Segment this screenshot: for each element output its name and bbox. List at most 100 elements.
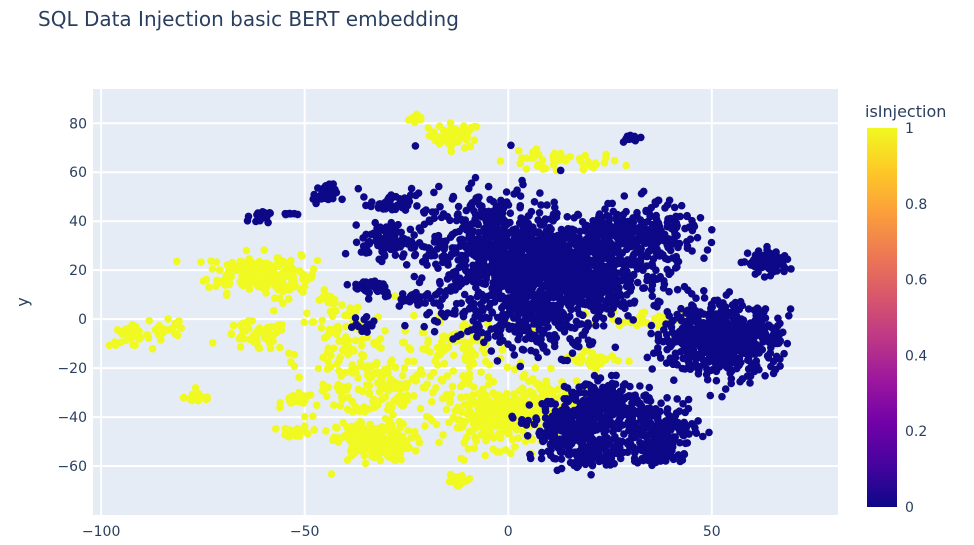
data-point	[520, 326, 528, 335]
data-point	[560, 283, 569, 292]
data-point	[398, 235, 406, 244]
data-point	[136, 333, 145, 342]
data-point	[499, 201, 508, 209]
data-point	[534, 294, 542, 303]
data-point	[556, 254, 564, 263]
data-point	[513, 399, 522, 408]
data-point	[531, 364, 540, 372]
data-point	[385, 229, 393, 238]
data-point	[616, 231, 625, 239]
data-point	[545, 384, 553, 393]
data-point	[514, 434, 522, 443]
data-point	[683, 211, 691, 220]
data-point	[487, 419, 496, 427]
data-point	[686, 322, 694, 330]
data-point	[348, 361, 357, 369]
data-point	[703, 246, 712, 254]
data-point	[491, 222, 500, 231]
data-point	[549, 272, 558, 280]
data-point	[509, 414, 517, 422]
data-point	[466, 142, 475, 151]
data-point	[179, 393, 188, 402]
data-point	[552, 313, 561, 322]
data-point	[430, 251, 439, 260]
data-point	[563, 322, 571, 331]
data-point	[592, 365, 600, 374]
data-point	[510, 365, 519, 374]
data-point	[394, 451, 402, 460]
data-point	[370, 453, 379, 462]
data-point	[358, 341, 366, 350]
data-point	[438, 253, 446, 261]
data-point	[496, 434, 505, 443]
data-point	[742, 323, 750, 332]
data-point	[550, 198, 558, 207]
data-point	[388, 356, 396, 365]
data-point	[355, 436, 363, 444]
data-point	[425, 308, 434, 317]
data-point	[467, 346, 475, 354]
data-point	[423, 261, 431, 269]
data-point	[641, 218, 650, 227]
data-point	[410, 311, 418, 320]
data-point	[541, 164, 550, 173]
data-point	[572, 423, 581, 432]
data-point	[164, 326, 172, 334]
data-point	[574, 275, 582, 284]
data-point	[296, 285, 305, 294]
data-point	[527, 346, 535, 355]
data-point	[570, 268, 578, 277]
data-point	[285, 349, 293, 358]
data-point	[512, 273, 521, 281]
data-point	[422, 206, 430, 214]
data-point	[396, 424, 404, 432]
data-point	[563, 213, 572, 221]
data-point	[411, 447, 420, 455]
data-point	[780, 267, 788, 276]
data-point	[653, 229, 662, 237]
data-point	[371, 237, 380, 245]
data-point	[745, 343, 753, 351]
data-point	[370, 338, 378, 347]
data-point	[507, 141, 515, 150]
data-point	[481, 418, 490, 426]
data-point	[411, 142, 420, 150]
data-point	[662, 359, 671, 367]
data-point	[602, 154, 610, 162]
data-point	[454, 482, 462, 490]
data-point	[289, 265, 298, 274]
data-point	[415, 438, 424, 447]
data-point	[438, 394, 447, 403]
data-point	[541, 241, 550, 249]
data-point	[279, 299, 287, 308]
data-point	[191, 384, 200, 392]
data-point	[549, 301, 558, 310]
data-point	[470, 136, 479, 144]
data-point	[659, 251, 667, 259]
data-point	[583, 274, 592, 283]
data-point	[645, 247, 653, 256]
data-point	[407, 434, 416, 442]
data-point	[510, 351, 519, 359]
data-point	[502, 393, 510, 401]
data-point	[776, 355, 784, 363]
data-point	[377, 384, 385, 392]
data-point	[599, 322, 608, 330]
data-point	[319, 380, 327, 389]
data-point	[473, 401, 482, 409]
data-point	[441, 132, 449, 140]
data-point	[664, 215, 672, 223]
data-point	[506, 263, 515, 272]
data-point	[522, 421, 531, 429]
data-point	[285, 285, 294, 294]
data-point	[320, 286, 329, 294]
data-point	[467, 231, 475, 240]
data-point	[352, 221, 361, 229]
data-point	[282, 258, 290, 267]
data-point	[359, 351, 368, 360]
data-point	[570, 232, 578, 240]
data-point	[650, 314, 659, 323]
data-point	[459, 372, 467, 380]
data-point	[623, 132, 632, 141]
data-point	[400, 364, 409, 372]
